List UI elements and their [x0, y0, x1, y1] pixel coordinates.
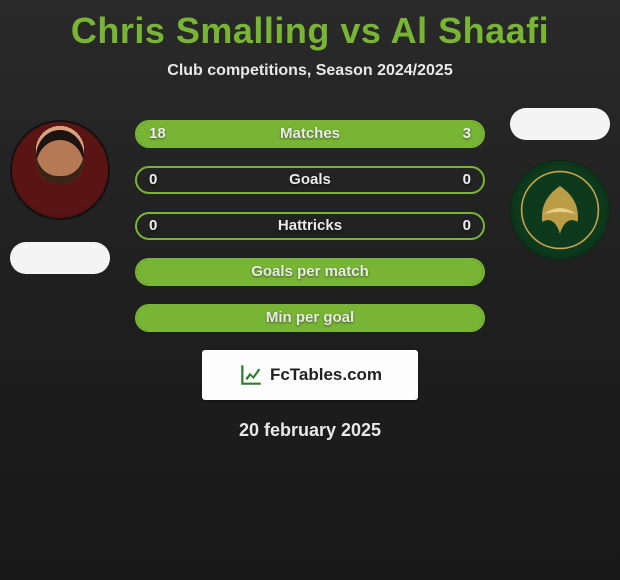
stat-fill-left [137, 260, 483, 284]
stat-value-left: 0 [149, 168, 157, 192]
stat-value-left: 0 [149, 214, 157, 238]
comparison-panel: Matches183Goals00Hattricks00Goals per ma… [0, 120, 620, 441]
footer-logo-text: FcTables.com [270, 365, 382, 385]
stat-row: Goals per match [135, 258, 485, 286]
stat-row: Matches183 [135, 120, 485, 148]
chart-icon [238, 362, 264, 388]
crest-icon [520, 170, 600, 250]
page-title: Chris Smalling vs Al Shaafi [0, 0, 620, 52]
stat-value-right: 0 [463, 214, 471, 238]
comparison-bars: Matches183Goals00Hattricks00Goals per ma… [135, 120, 485, 332]
stat-row: Hattricks0 0 [135, 212, 485, 240]
stat-fill-left [137, 306, 483, 330]
flag-right [510, 108, 610, 140]
footer-logo: FcTables.com [202, 350, 418, 400]
stat-fill-left [137, 122, 414, 146]
footer-date: 20 february 2025 [0, 420, 620, 441]
stat-row: Min per goal [135, 304, 485, 332]
stat-fill-right [414, 122, 483, 146]
page-subtitle: Club competitions, Season 2024/2025 [0, 62, 620, 80]
stat-value-right: 0 [463, 168, 471, 192]
stat-row: Goals0 0 [135, 166, 485, 194]
player-right-crest [510, 160, 610, 260]
flag-left [10, 242, 110, 274]
player-left-avatar [10, 120, 110, 220]
stat-label: Hattricks [137, 214, 483, 238]
stat-label: Goals [137, 168, 483, 192]
